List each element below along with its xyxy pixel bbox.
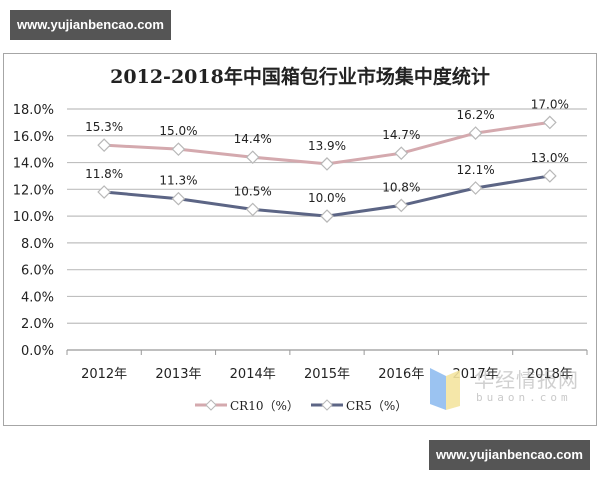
- watermark-bottom: www.yujianbencao.com: [429, 440, 590, 470]
- diamond-marker-icon[interactable]: [320, 209, 334, 223]
- diamond-marker-icon[interactable]: [468, 181, 483, 195]
- x-tick-label: 2016年: [378, 367, 424, 382]
- diamond-marker-icon[interactable]: [543, 169, 557, 183]
- y-tick-label: 2.0%: [21, 317, 54, 332]
- data-label: 15.0%: [159, 124, 197, 138]
- x-tick-label: 2012年: [81, 367, 127, 382]
- y-tick-label: 4.0%: [21, 290, 54, 305]
- series-lines: 15.3% 15.0% 14.4% 13.9% 14.7% 16.2% 17.0% 11.8%…: [85, 97, 569, 223]
- y-tick-label: 6.0%: [21, 264, 54, 279]
- y-tick-label: 16.0%: [13, 130, 54, 145]
- diamond-marker-icon[interactable]: [171, 191, 186, 206]
- diamond-marker-icon[interactable]: [171, 142, 186, 157]
- diamond-marker-icon[interactable]: [543, 115, 557, 130]
- x-tick-label: 2015年: [304, 367, 350, 382]
- x-tick-label: 2018年: [527, 367, 573, 382]
- series-cr5: 11.8% 11.3% 10.5% 10.0% 10.8% 12.1% 13.0%: [85, 151, 569, 223]
- data-label: 11.8%: [85, 167, 123, 181]
- x-axis: 2012年 2013年 2014年 2015年 2016年 2017年 2018年: [66, 349, 588, 382]
- legend-label: CR5（%）: [346, 399, 407, 413]
- y-tick-label: 8.0%: [21, 237, 54, 252]
- y-tick-label: 10.0%: [13, 210, 54, 225]
- data-label: 13.9%: [308, 139, 346, 153]
- data-label: 15.3%: [85, 120, 123, 134]
- x-tick-label: 2017年: [453, 367, 499, 382]
- diamond-marker-icon[interactable]: [468, 126, 483, 140]
- diamond-marker-icon[interactable]: [245, 150, 260, 165]
- watermark-top: www.yujianbencao.com: [10, 10, 171, 40]
- y-tick-label: 12.0%: [13, 183, 54, 198]
- chart-title: 2012-2018年中国箱包行业市场集中度统计: [110, 66, 490, 88]
- diamond-marker-icon[interactable]: [320, 157, 334, 171]
- x-tick-label: 2013年: [155, 367, 201, 382]
- legend-diamond-icon: [321, 399, 333, 411]
- legend: CR10（%） CR5（%）: [195, 399, 407, 413]
- legend-item-cr10[interactable]: CR10（%）: [195, 399, 299, 413]
- data-label: 14.7%: [382, 128, 420, 142]
- legend-item-cr5[interactable]: CR5（%）: [311, 399, 407, 413]
- y-tick-label: 0.0%: [21, 344, 54, 359]
- y-axis-ticks: 0.0% 2.0% 4.0% 6.0% 8.0% 10.0% 12.0% 14.0% 16.0%…: [13, 103, 54, 359]
- diamond-marker-icon[interactable]: [245, 202, 260, 217]
- diamond-marker-icon[interactable]: [394, 146, 409, 161]
- data-label: 13.0%: [531, 151, 569, 165]
- legend-label: CR10（%）: [230, 399, 299, 413]
- data-label: 11.3%: [159, 174, 197, 188]
- data-label: 10.5%: [234, 184, 272, 198]
- x-tick-label: 2014年: [230, 367, 276, 382]
- data-label: 14.4%: [234, 132, 272, 146]
- diamond-marker-icon[interactable]: [97, 138, 111, 152]
- legend-diamond-icon: [205, 399, 217, 411]
- data-label: 16.2%: [457, 108, 495, 122]
- series-cr10: 15.3% 15.0% 14.4% 13.9% 14.7% 16.2% 17.0%: [85, 97, 569, 171]
- data-label: 10.8%: [382, 180, 420, 194]
- data-label: 17.0%: [531, 97, 569, 111]
- diamond-marker-icon[interactable]: [394, 198, 409, 213]
- data-label: 10.0%: [308, 191, 346, 205]
- data-label: 12.1%: [457, 163, 495, 177]
- y-tick-label: 14.0%: [13, 157, 54, 172]
- chart-frame: [3, 53, 597, 426]
- y-tick-label: 18.0%: [13, 103, 54, 118]
- diamond-marker-icon[interactable]: [97, 185, 111, 199]
- gridlines: [67, 108, 587, 324]
